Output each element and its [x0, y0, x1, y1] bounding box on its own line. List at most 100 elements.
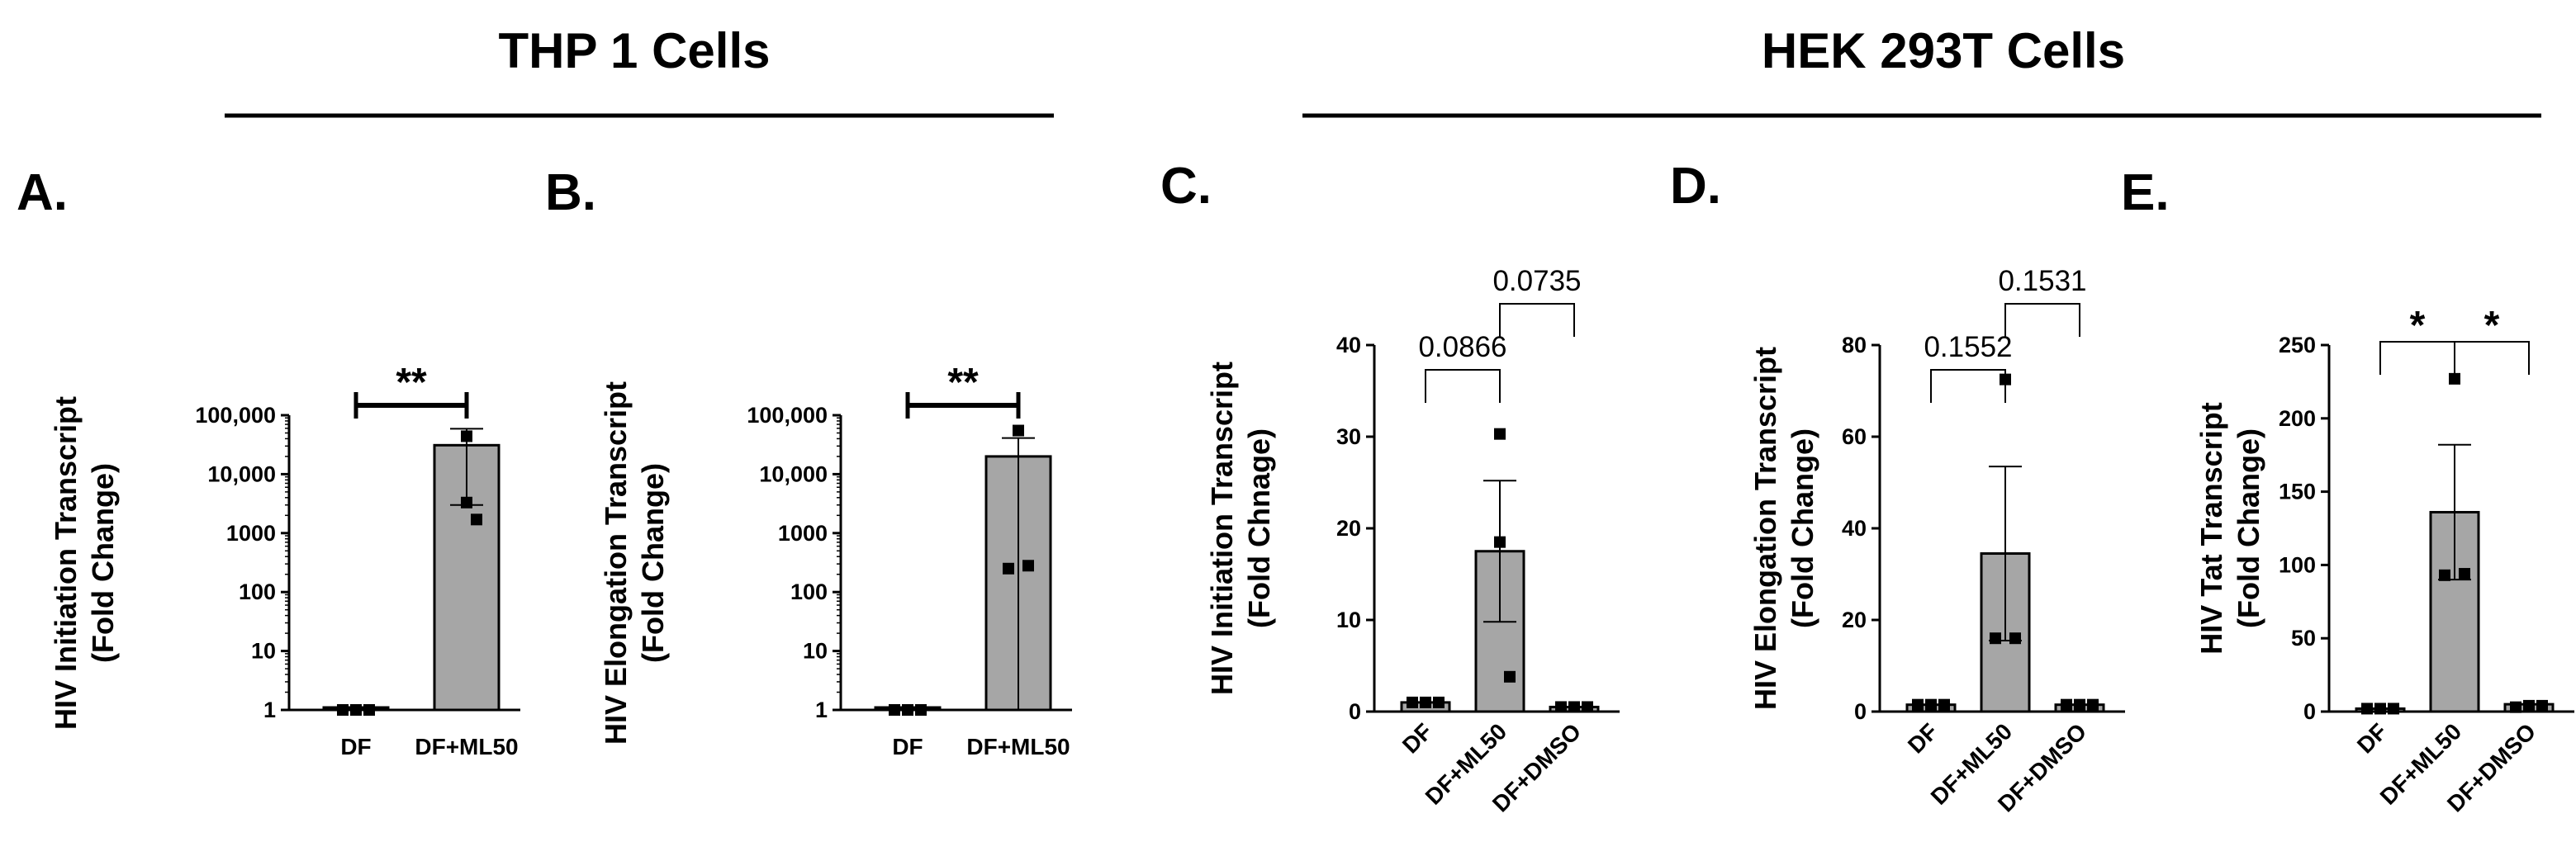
p-value-label: 0.0735	[1492, 265, 1581, 297]
y-axis-label: HIV Initiation Transcript	[49, 396, 83, 730]
panel-letter: E.	[2121, 164, 2170, 221]
data-point	[2459, 568, 2470, 580]
y-tick-label: 100	[2279, 552, 2316, 577]
y-tick-label: 100,000	[195, 403, 276, 428]
y-tick-label: 10	[1336, 608, 1361, 632]
data-point	[2361, 703, 2373, 715]
data-point	[1494, 536, 1506, 548]
y-tick-label: 1000	[778, 521, 828, 546]
data-point	[1990, 632, 2001, 645]
y-tick-label: 50	[2291, 626, 2316, 650]
significance-label: **	[396, 361, 427, 404]
y-axis-label: (Fold Change)	[2232, 428, 2265, 628]
p-value-label: 0.1552	[1924, 331, 2012, 363]
data-point	[461, 496, 472, 509]
y-tick-label: 0	[1854, 699, 1867, 724]
data-point	[2449, 372, 2460, 385]
category-label: DF	[2352, 718, 2392, 758]
data-point	[1555, 701, 1567, 713]
comparison-bracket	[1425, 369, 1501, 403]
y-axis-label: HIV Tat Transcript	[2194, 402, 2228, 654]
y-axis-label: HIV Elongation Transcript	[599, 381, 633, 745]
data-point	[1925, 698, 1937, 711]
category-label: DF+ML50	[966, 734, 1070, 759]
data-point	[1582, 701, 1593, 713]
data-point	[1407, 696, 1418, 708]
y-tick-label: 40	[1842, 516, 1867, 541]
group-title-hek293t: HEK 293T Cells	[1762, 23, 2125, 78]
data-point	[2009, 632, 2021, 645]
y-tick-label: 1	[815, 698, 828, 722]
y-axis-label: (Fold Chnage)	[1242, 428, 1276, 628]
y-tick-label: 60	[1842, 424, 1867, 449]
y-tick-label: 20	[1842, 608, 1867, 632]
data-point	[337, 704, 349, 716]
y-tick-label: 10,000	[207, 461, 276, 486]
group-title-thp1: THP 1 Cells	[498, 23, 770, 78]
p-value-label: 0.0866	[1418, 331, 1506, 363]
y-axis-label: HIV Elongation Transcript	[1748, 347, 1782, 710]
data-point	[1504, 670, 1516, 683]
comparison-bracket	[2454, 341, 2530, 375]
data-point	[1003, 562, 1014, 575]
data-point	[2388, 703, 2399, 715]
category-label: DF	[1397, 718, 1437, 758]
data-point	[1420, 696, 1431, 708]
y-axis-label: HIV Initiation Transcript	[1205, 362, 1239, 695]
category-label: DF	[1903, 718, 1943, 758]
y-tick-label: 20	[1336, 516, 1361, 541]
y-tick-label: 100	[239, 580, 276, 604]
y-tick-label: 40	[1336, 333, 1361, 357]
y-tick-label: 200	[2279, 406, 2316, 431]
y-tick-label: 10,000	[759, 461, 828, 486]
p-value-label: 0.1531	[1998, 265, 2086, 297]
panel-2: B. HIV Elongation Transcript (Fold Change)…	[545, 164, 1072, 759]
significance-label: **	[947, 361, 979, 404]
data-point	[363, 704, 375, 716]
y-axis-label: (Fold Change)	[1786, 428, 1819, 628]
significance-label: *	[2484, 304, 2500, 348]
panel-1: A. HIV Initiation Transcript (Fold Change)…	[17, 164, 520, 759]
y-axis-label: (Fold Change)	[636, 463, 670, 663]
data-point	[1568, 701, 1580, 713]
data-point	[902, 704, 913, 716]
data-point	[350, 704, 362, 716]
panel-5: E. HIV Tat Transcript (Fold Change) 0 50 100 1…	[2121, 164, 2574, 817]
data-point	[2439, 569, 2450, 581]
data-point	[1912, 698, 1924, 711]
data-point	[1494, 428, 1506, 440]
y-tick-label: 100	[790, 580, 828, 604]
data-point	[1433, 696, 1445, 708]
data-point	[1938, 698, 1950, 711]
significance-label: *	[2410, 304, 2426, 348]
category-label: DF+ML50	[415, 734, 518, 759]
panel-letter: D.	[1670, 158, 1721, 215]
y-axis-label: (Fold Change)	[86, 463, 120, 663]
data-point	[2374, 703, 2386, 715]
panel-letter: A.	[17, 164, 68, 221]
comparison-bracket	[1499, 303, 1575, 337]
panel-letter: B.	[545, 164, 596, 221]
data-point	[2523, 699, 2535, 712]
panel-4: D. HIV Elongation Transcript (Fold Change)…	[1670, 158, 2125, 817]
data-point	[461, 430, 472, 442]
y-tick-label: 1000	[226, 521, 276, 546]
y-tick-label: 10	[251, 639, 276, 664]
data-point	[1022, 560, 1034, 572]
comparison-bracket	[1930, 369, 2006, 403]
y-tick-label: 1	[263, 698, 276, 722]
category-label: DF	[340, 734, 371, 759]
data-point	[915, 704, 927, 716]
y-tick-label: 150	[2279, 480, 2316, 504]
y-tick-label: 0	[1349, 699, 1361, 724]
panel-3: C. HIV Initiation Transcript (Fold Chnage)…	[1160, 158, 1620, 817]
y-tick-label: 0	[2303, 699, 2316, 724]
chart-panels: A.HIV Initiation Transcript (Fold Change)…	[17, 158, 2574, 817]
data-point	[471, 513, 482, 526]
data-point	[889, 704, 900, 716]
y-tick-label: 250	[2279, 333, 2316, 357]
category-label: DF	[892, 734, 923, 759]
data-point	[2087, 698, 2099, 711]
panel-letter: C.	[1160, 158, 1212, 215]
